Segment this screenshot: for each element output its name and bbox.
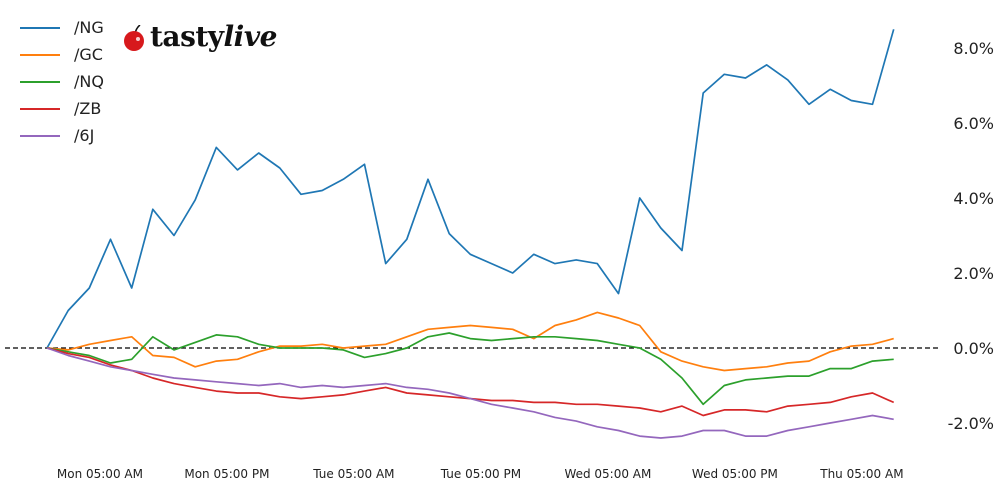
x-tick-label: Tue 05:00 AM: [312, 467, 394, 481]
x-tick-label: Tue 05:00 PM: [440, 467, 521, 481]
legend-item-6j: /6J: [20, 122, 104, 149]
legend-swatch: [20, 26, 60, 29]
legend-item-nq: /NQ: [20, 68, 104, 95]
legend: /NG /GC /NQ /ZB /6J: [20, 14, 104, 149]
x-tick-label: Wed 05:00 PM: [692, 467, 778, 481]
y-tick-label: 0.0%: [953, 339, 994, 358]
legend-swatch: [20, 107, 60, 110]
y-tick-label: 6.0%: [953, 114, 994, 133]
logo-text-live: live: [223, 20, 278, 53]
legend-item-ng: /NG: [20, 14, 104, 41]
series-line-ng: [46, 29, 895, 349]
y-tick-label: -2.0%: [948, 414, 994, 433]
x-tick-label: Wed 05:00 AM: [564, 467, 651, 481]
legend-label: /NQ: [74, 72, 104, 91]
series-line-gc: [46, 311, 894, 372]
y-tick-label: 4.0%: [953, 189, 994, 208]
x-tick-label: Mon 05:00 PM: [184, 467, 269, 481]
series-line-6j: [46, 347, 894, 439]
cherry-icon: [122, 23, 146, 51]
y-tick-label: 8.0%: [953, 39, 994, 58]
legend-swatch: [20, 80, 60, 83]
legend-label: /NG: [74, 18, 104, 37]
logo-wordmark: tastylive: [150, 20, 277, 53]
legend-label: /GC: [74, 45, 103, 64]
x-tick-label: Thu 05:00 AM: [819, 467, 903, 481]
x-tick-label: Mon 05:00 AM: [57, 467, 143, 481]
legend-item-gc: /GC: [20, 41, 104, 68]
legend-label: /ZB: [74, 99, 102, 118]
series-line-nq: [46, 332, 894, 406]
logo-text-tasty: tasty: [150, 20, 224, 53]
legend-swatch: [20, 53, 60, 56]
legend-swatch: [20, 134, 60, 137]
tastylive-logo: tastylive: [122, 20, 277, 53]
y-tick-label: 2.0%: [953, 264, 994, 283]
legend-label: /6J: [74, 126, 95, 145]
legend-item-zb: /ZB: [20, 95, 104, 122]
